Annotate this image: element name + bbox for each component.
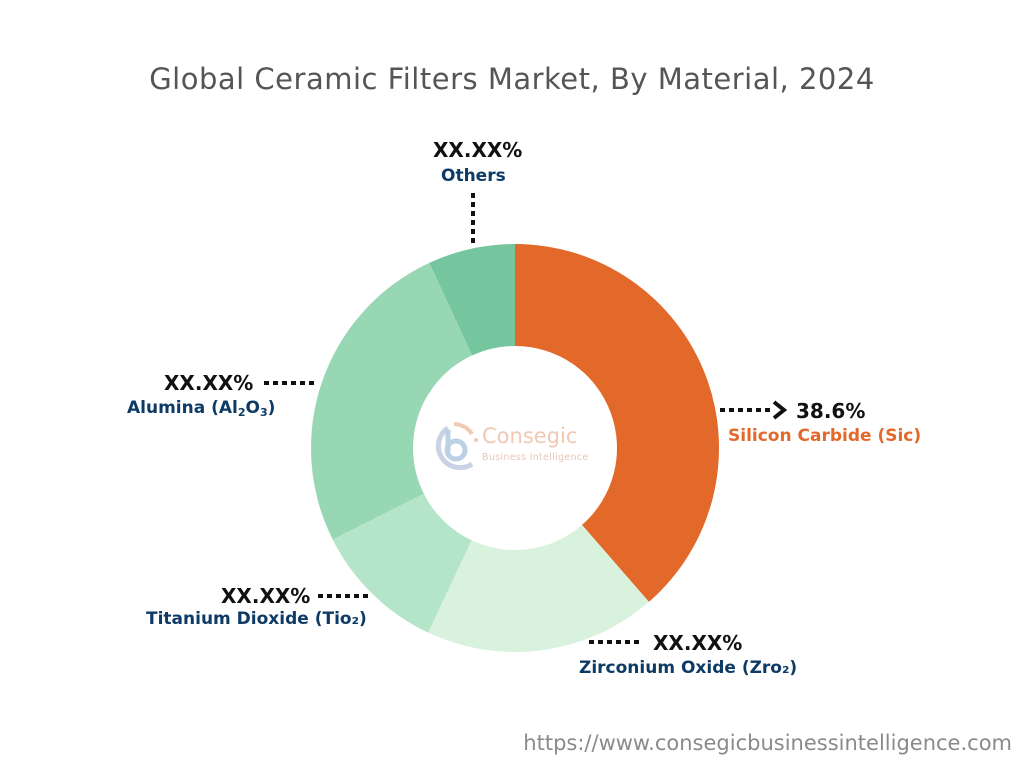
leader-others (471, 193, 475, 243)
alumina-value: XX.XX% (164, 371, 254, 395)
footer-url[interactable]: https://www.consegicbusinessintelligence… (523, 731, 1012, 755)
titanium-dioxide-label: Titanium Dioxide (Tio₂) (146, 609, 367, 629)
watermark-logo: Consegic Business Intelligence (432, 416, 602, 476)
silicon-carbide-label: Silicon Carbide (Sic) (728, 426, 922, 446)
donut-slices (311, 244, 720, 652)
consegic-logo-icon (435, 422, 478, 471)
others-label: Others (441, 166, 506, 186)
leader-silicon (720, 400, 788, 420)
watermark-brand: Consegic (482, 424, 578, 448)
slice-silicon-carbide (515, 244, 720, 602)
leader-titanium (318, 594, 368, 598)
others-value: XX.XX% (433, 138, 523, 162)
titanium-dioxide-value: XX.XX% (221, 584, 311, 608)
leader-alumina (264, 381, 314, 385)
zirconium-oxide-label: Zirconium Oxide (Zro₂) (579, 658, 798, 678)
alumina-label: Alumina (Al2O3) (127, 398, 276, 419)
chart-title: Global Ceramic Filters Market, By Materi… (149, 62, 875, 96)
slice-titanium-dioxide (332, 493, 472, 633)
slice-alumina (311, 262, 473, 540)
silicon-carbide-value: 38.6% (796, 399, 866, 423)
watermark-tagline: Business Intelligence (482, 452, 589, 463)
leader-zirconium (589, 640, 639, 644)
leader-lines (264, 193, 788, 644)
zirconium-oxide-value: XX.XX% (653, 631, 743, 655)
slice-others (429, 244, 515, 356)
slice-zirconium-oxide (428, 524, 649, 652)
